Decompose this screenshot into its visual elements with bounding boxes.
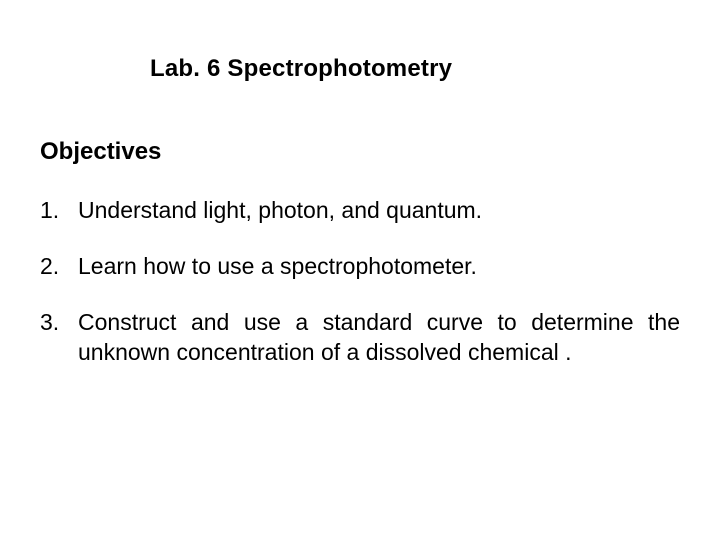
objective-item: Understand light, photon, and quantum. <box>40 196 680 226</box>
document-title: Lab. 6 Spectrophotometry <box>150 55 680 83</box>
objective-item: Learn how to use a spectrophotometer. <box>40 252 680 282</box>
objectives-heading: Objectives <box>40 138 680 166</box>
document-page: Lab. 6 Spectrophotometry Objectives Unde… <box>0 0 720 540</box>
objectives-list: Understand light, photon, and quantum. L… <box>40 196 680 368</box>
objective-item: Construct and use a standard curve to de… <box>40 308 680 368</box>
